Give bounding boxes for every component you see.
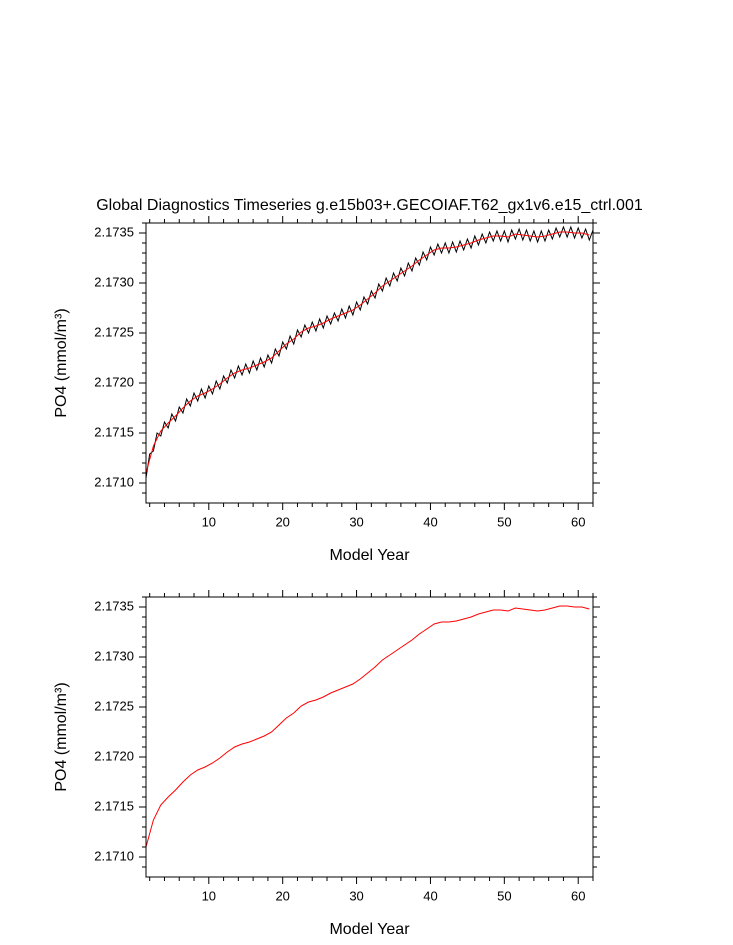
y-tick-label: 2.1725: [94, 324, 134, 339]
y-tick-label: 2.1720: [94, 374, 134, 389]
x-tick-label: 30: [349, 888, 363, 903]
y-tick-label: 2.1735: [94, 224, 134, 239]
series-line: [145, 605, 590, 848]
x-tick-label: 50: [497, 514, 511, 529]
y-tick-label: 2.1710: [94, 474, 134, 489]
y-axis-label: PO4 (mmol/m³): [53, 682, 70, 791]
x-tick-label: 20: [275, 888, 289, 903]
y-tick-label: 2.1710: [94, 848, 134, 863]
y-tick-label: 2.1730: [94, 648, 134, 663]
series-line: [145, 231, 590, 474]
x-tick-label: 40: [423, 514, 437, 529]
plot-frame: [145, 596, 594, 878]
chart-title: Global Diagnostics Timeseries g.e15b03+.…: [96, 197, 643, 214]
x-tick-label: 10: [202, 514, 216, 529]
plot-frame: [145, 222, 594, 504]
x-tick-label: 40: [423, 888, 437, 903]
x-tick-label: 30: [349, 514, 363, 529]
y-tick-label: 2.1735: [94, 598, 134, 613]
series-line: [145, 225, 594, 479]
x-axis-label: Model Year: [329, 921, 410, 938]
y-tick-label: 2.1730: [94, 274, 134, 289]
x-tick-label: 60: [571, 888, 585, 903]
y-tick-label: 2.1715: [94, 424, 134, 439]
x-tick-label: 60: [571, 514, 585, 529]
y-tick-label: 2.1715: [94, 798, 134, 813]
y-tick-label: 2.1720: [94, 748, 134, 763]
x-axis-label: Model Year: [329, 547, 410, 564]
x-tick-label: 50: [497, 888, 511, 903]
x-tick-label: 10: [202, 888, 216, 903]
x-tick-label: 20: [275, 514, 289, 529]
y-axis-label: PO4 (mmol/m³): [53, 308, 70, 417]
y-tick-label: 2.1725: [94, 698, 134, 713]
